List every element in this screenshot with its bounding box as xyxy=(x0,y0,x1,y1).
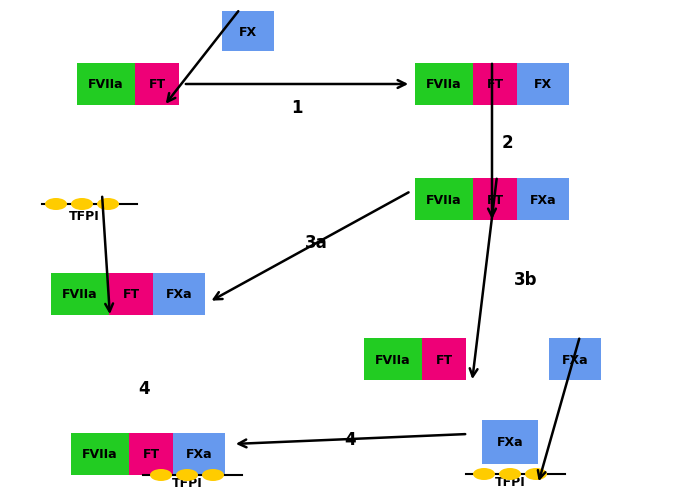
Text: FXa: FXa xyxy=(186,447,212,460)
Ellipse shape xyxy=(150,469,172,481)
Bar xyxy=(77,64,135,106)
Bar xyxy=(415,64,473,106)
Ellipse shape xyxy=(45,198,67,210)
Text: FX: FX xyxy=(239,26,257,39)
Text: FVIIa: FVIIa xyxy=(88,78,124,91)
Text: FXa: FXa xyxy=(166,288,192,301)
Ellipse shape xyxy=(97,198,119,210)
Text: TFPI: TFPI xyxy=(172,476,203,489)
Bar xyxy=(129,433,173,475)
Text: FXa: FXa xyxy=(496,436,523,448)
Bar xyxy=(517,64,569,106)
Text: 1: 1 xyxy=(291,99,303,117)
Text: FVIIa: FVIIa xyxy=(62,288,98,301)
Text: 3a: 3a xyxy=(305,234,327,252)
Text: TFPI: TFPI xyxy=(69,209,100,222)
Bar xyxy=(422,338,466,380)
Text: FVIIa: FVIIa xyxy=(375,353,411,366)
Text: 2: 2 xyxy=(502,133,514,151)
Bar xyxy=(549,338,601,380)
Text: 4: 4 xyxy=(344,430,356,448)
Bar xyxy=(473,179,517,220)
Text: FVIIa: FVIIa xyxy=(83,447,118,460)
Text: FT: FT xyxy=(486,193,503,206)
Bar xyxy=(51,274,109,315)
Bar xyxy=(135,64,179,106)
Ellipse shape xyxy=(473,468,495,480)
Text: FT: FT xyxy=(435,353,453,366)
Text: FXa: FXa xyxy=(530,193,557,206)
Ellipse shape xyxy=(71,198,93,210)
Bar xyxy=(517,179,569,220)
Text: 4: 4 xyxy=(138,380,149,398)
Text: FVIIa: FVIIa xyxy=(426,193,462,206)
Text: FT: FT xyxy=(143,447,160,460)
Bar xyxy=(222,12,274,52)
Bar xyxy=(71,433,129,475)
Bar xyxy=(415,179,473,220)
Ellipse shape xyxy=(499,468,521,480)
Text: FX: FX xyxy=(534,78,552,91)
Text: FXa: FXa xyxy=(562,353,589,366)
Text: TFPI: TFPI xyxy=(494,475,525,488)
Bar xyxy=(109,274,153,315)
Bar xyxy=(153,274,205,315)
Bar xyxy=(364,338,422,380)
Text: FVIIa: FVIIa xyxy=(426,78,462,91)
Bar xyxy=(473,64,517,106)
Ellipse shape xyxy=(176,469,198,481)
Bar xyxy=(173,433,225,475)
Text: FT: FT xyxy=(123,288,140,301)
Bar xyxy=(482,420,538,464)
Text: FT: FT xyxy=(149,78,166,91)
Text: 3b: 3b xyxy=(514,271,537,289)
Ellipse shape xyxy=(525,468,547,480)
Ellipse shape xyxy=(202,469,224,481)
Text: FT: FT xyxy=(486,78,503,91)
